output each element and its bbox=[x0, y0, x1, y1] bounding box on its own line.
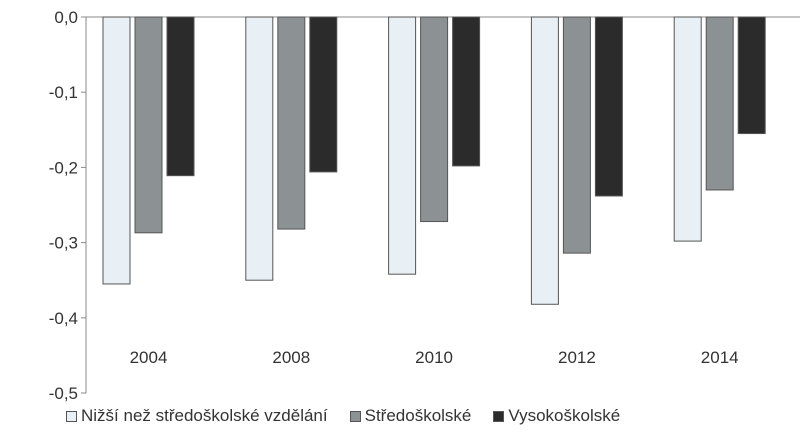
legend-label-2: Vysokoškolské bbox=[508, 406, 621, 425]
x-tick-label-1: 2008 bbox=[272, 348, 310, 367]
legend-item-0: Nižší než středoškolské vzdělání bbox=[66, 406, 328, 426]
x-tick-label-4: 2014 bbox=[701, 348, 739, 367]
bar-2008-1 bbox=[277, 16, 306, 230]
bar-2004-0 bbox=[102, 16, 131, 285]
bar-2008-0 bbox=[245, 16, 274, 281]
y-tick-label-1: -0,1 bbox=[49, 83, 78, 102]
x-tick-label-2: 2010 bbox=[415, 348, 453, 367]
bar-2004-1 bbox=[134, 16, 163, 234]
bar-2012-0 bbox=[530, 16, 559, 305]
legend: Nižší než středoškolské vzdělání Středoš… bbox=[66, 406, 620, 426]
y-tick-label-0: 0,0 bbox=[54, 8, 78, 27]
bar-2008-2 bbox=[309, 16, 338, 173]
bars bbox=[102, 16, 766, 305]
bar-2014-1 bbox=[705, 16, 734, 191]
legend-swatch-2 bbox=[493, 410, 505, 422]
legend-label-1: Středoškolské bbox=[364, 406, 472, 425]
bar-2010-0 bbox=[388, 16, 417, 275]
bar-2012-2 bbox=[594, 16, 623, 197]
y-tick-label-5: -0,5 bbox=[49, 384, 78, 403]
legend-item-2: Vysokoškolské bbox=[493, 406, 620, 426]
bar-2012-1 bbox=[562, 16, 591, 254]
bar-2010-1 bbox=[420, 16, 449, 223]
bar-2014-0 bbox=[673, 16, 702, 242]
legend-item-1: Středoškolské bbox=[349, 406, 472, 426]
legend-label-0: Nižší než středoškolské vzdělání bbox=[81, 406, 328, 425]
bar-chart: 0,0 -0,1 -0,2 -0,3 -0,4 -0,5 2004 2008 2010 2012 2… bbox=[49, 8, 800, 403]
x-tick-label-3: 2012 bbox=[558, 348, 596, 367]
y-tick-label-4: -0,4 bbox=[49, 309, 78, 328]
legend-swatch-0 bbox=[66, 410, 77, 422]
labels: 0,0 -0,1 -0,2 -0,3 -0,4 -0,5 2004 2008 2010 2012 2… bbox=[49, 8, 739, 403]
x-tick-label-0: 2004 bbox=[130, 348, 168, 367]
y-tick-label-3: -0,3 bbox=[49, 234, 78, 253]
y-tick-label-2: -0,2 bbox=[49, 158, 78, 177]
bar-2004-2 bbox=[166, 16, 195, 177]
bar-2010-2 bbox=[452, 16, 481, 167]
bar-2014-2 bbox=[737, 16, 766, 135]
legend-swatch-1 bbox=[349, 410, 361, 422]
